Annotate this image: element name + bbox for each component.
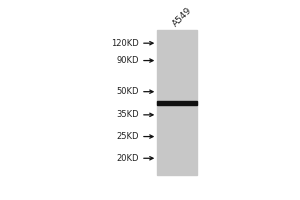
Bar [157, 101, 197, 105]
Bar [157, 30, 197, 175]
Text: 120KD: 120KD [111, 39, 139, 48]
Text: 90KD: 90KD [117, 56, 139, 65]
Text: 20KD: 20KD [117, 154, 139, 163]
Text: 35KD: 35KD [116, 110, 139, 119]
Text: A549: A549 [171, 6, 194, 29]
Text: 25KD: 25KD [117, 132, 139, 141]
Text: 50KD: 50KD [117, 87, 139, 96]
